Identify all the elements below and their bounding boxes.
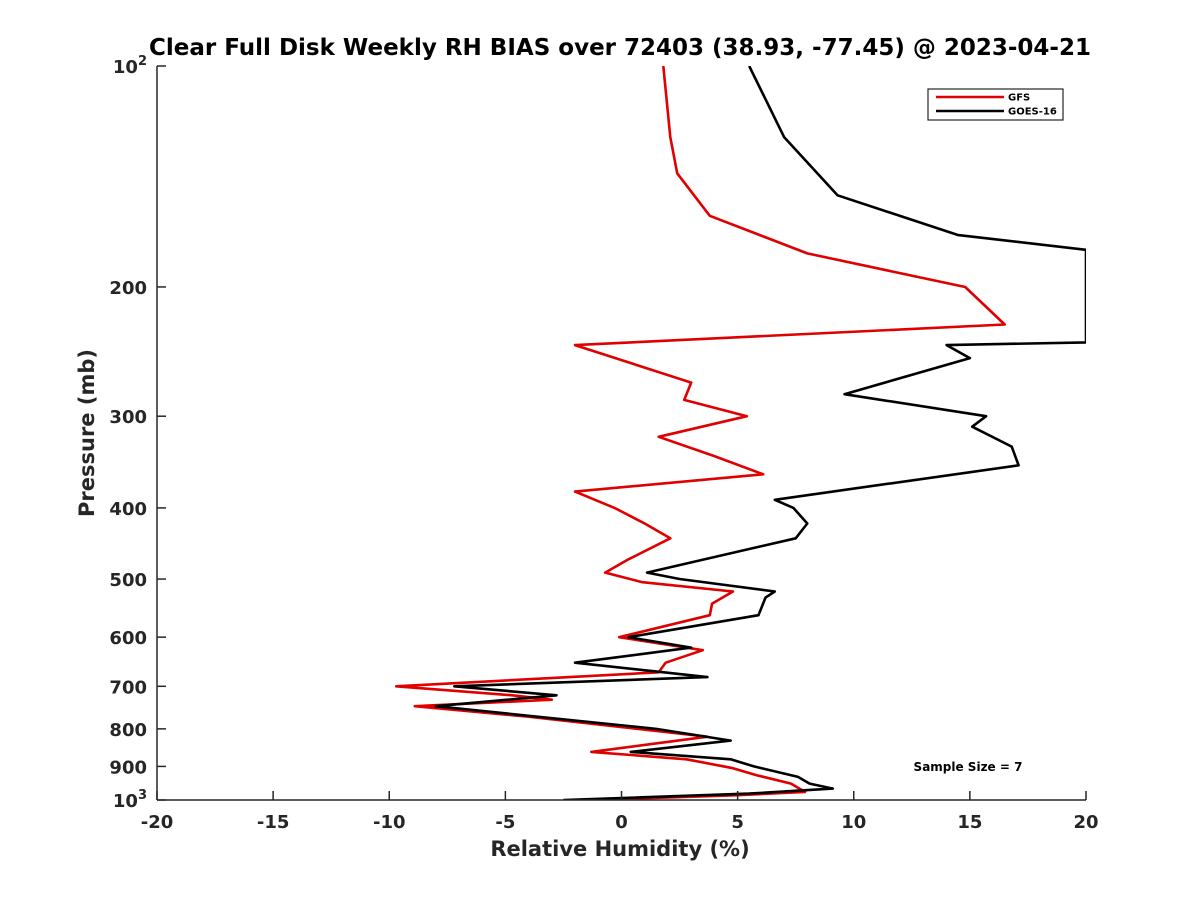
y-tick-label: 900 [109, 757, 147, 778]
y-tick-label: 500 [109, 570, 147, 591]
x-tick-label: 15 [957, 812, 982, 833]
series-line-gfs [394, 66, 1006, 800]
plot-area: -20 -15 -10 -5 0 5 10 15 20 102 200 300 400 500 600 700… [109, 54, 1098, 833]
y-axis-label: Pressure (mb) [75, 349, 99, 517]
x-tick-label: 20 [1073, 812, 1098, 833]
y-tick-label: 600 [109, 628, 147, 649]
legend-box [927, 88, 1064, 121]
x-tick-label: -5 [495, 812, 515, 833]
legend-entry-label: GFS [1008, 93, 1030, 104]
x-tick-label: -20 [141, 812, 174, 833]
x-tick-label: 0 [615, 812, 628, 833]
x-tick-label: 5 [731, 812, 744, 833]
y-tick-label: 700 [109, 677, 147, 698]
y-tick-label: 200 [109, 278, 147, 299]
y-tick-label: 102 [113, 54, 147, 78]
y-tick-label: 103 [113, 788, 147, 812]
series-line-goes-16 [434, 66, 1086, 800]
x-axis-label: Relative Humidity (%) [490, 837, 749, 861]
x-tick-label: -10 [373, 812, 406, 833]
y-tick-label: 400 [109, 499, 147, 520]
legend-entry-label: GOES-16 [1008, 107, 1057, 118]
y-tick-label: 800 [109, 720, 147, 741]
legend: GFS GOES-16 [927, 88, 1064, 121]
x-tick-label: -15 [257, 812, 290, 833]
sample-size-annotation: Sample Size = 7 [914, 760, 1023, 774]
chart-title: Clear Full Disk Weekly RH BIAS over 7240… [149, 35, 1091, 61]
y-tick-label: 300 [109, 407, 147, 428]
x-tick-label: 10 [841, 812, 866, 833]
